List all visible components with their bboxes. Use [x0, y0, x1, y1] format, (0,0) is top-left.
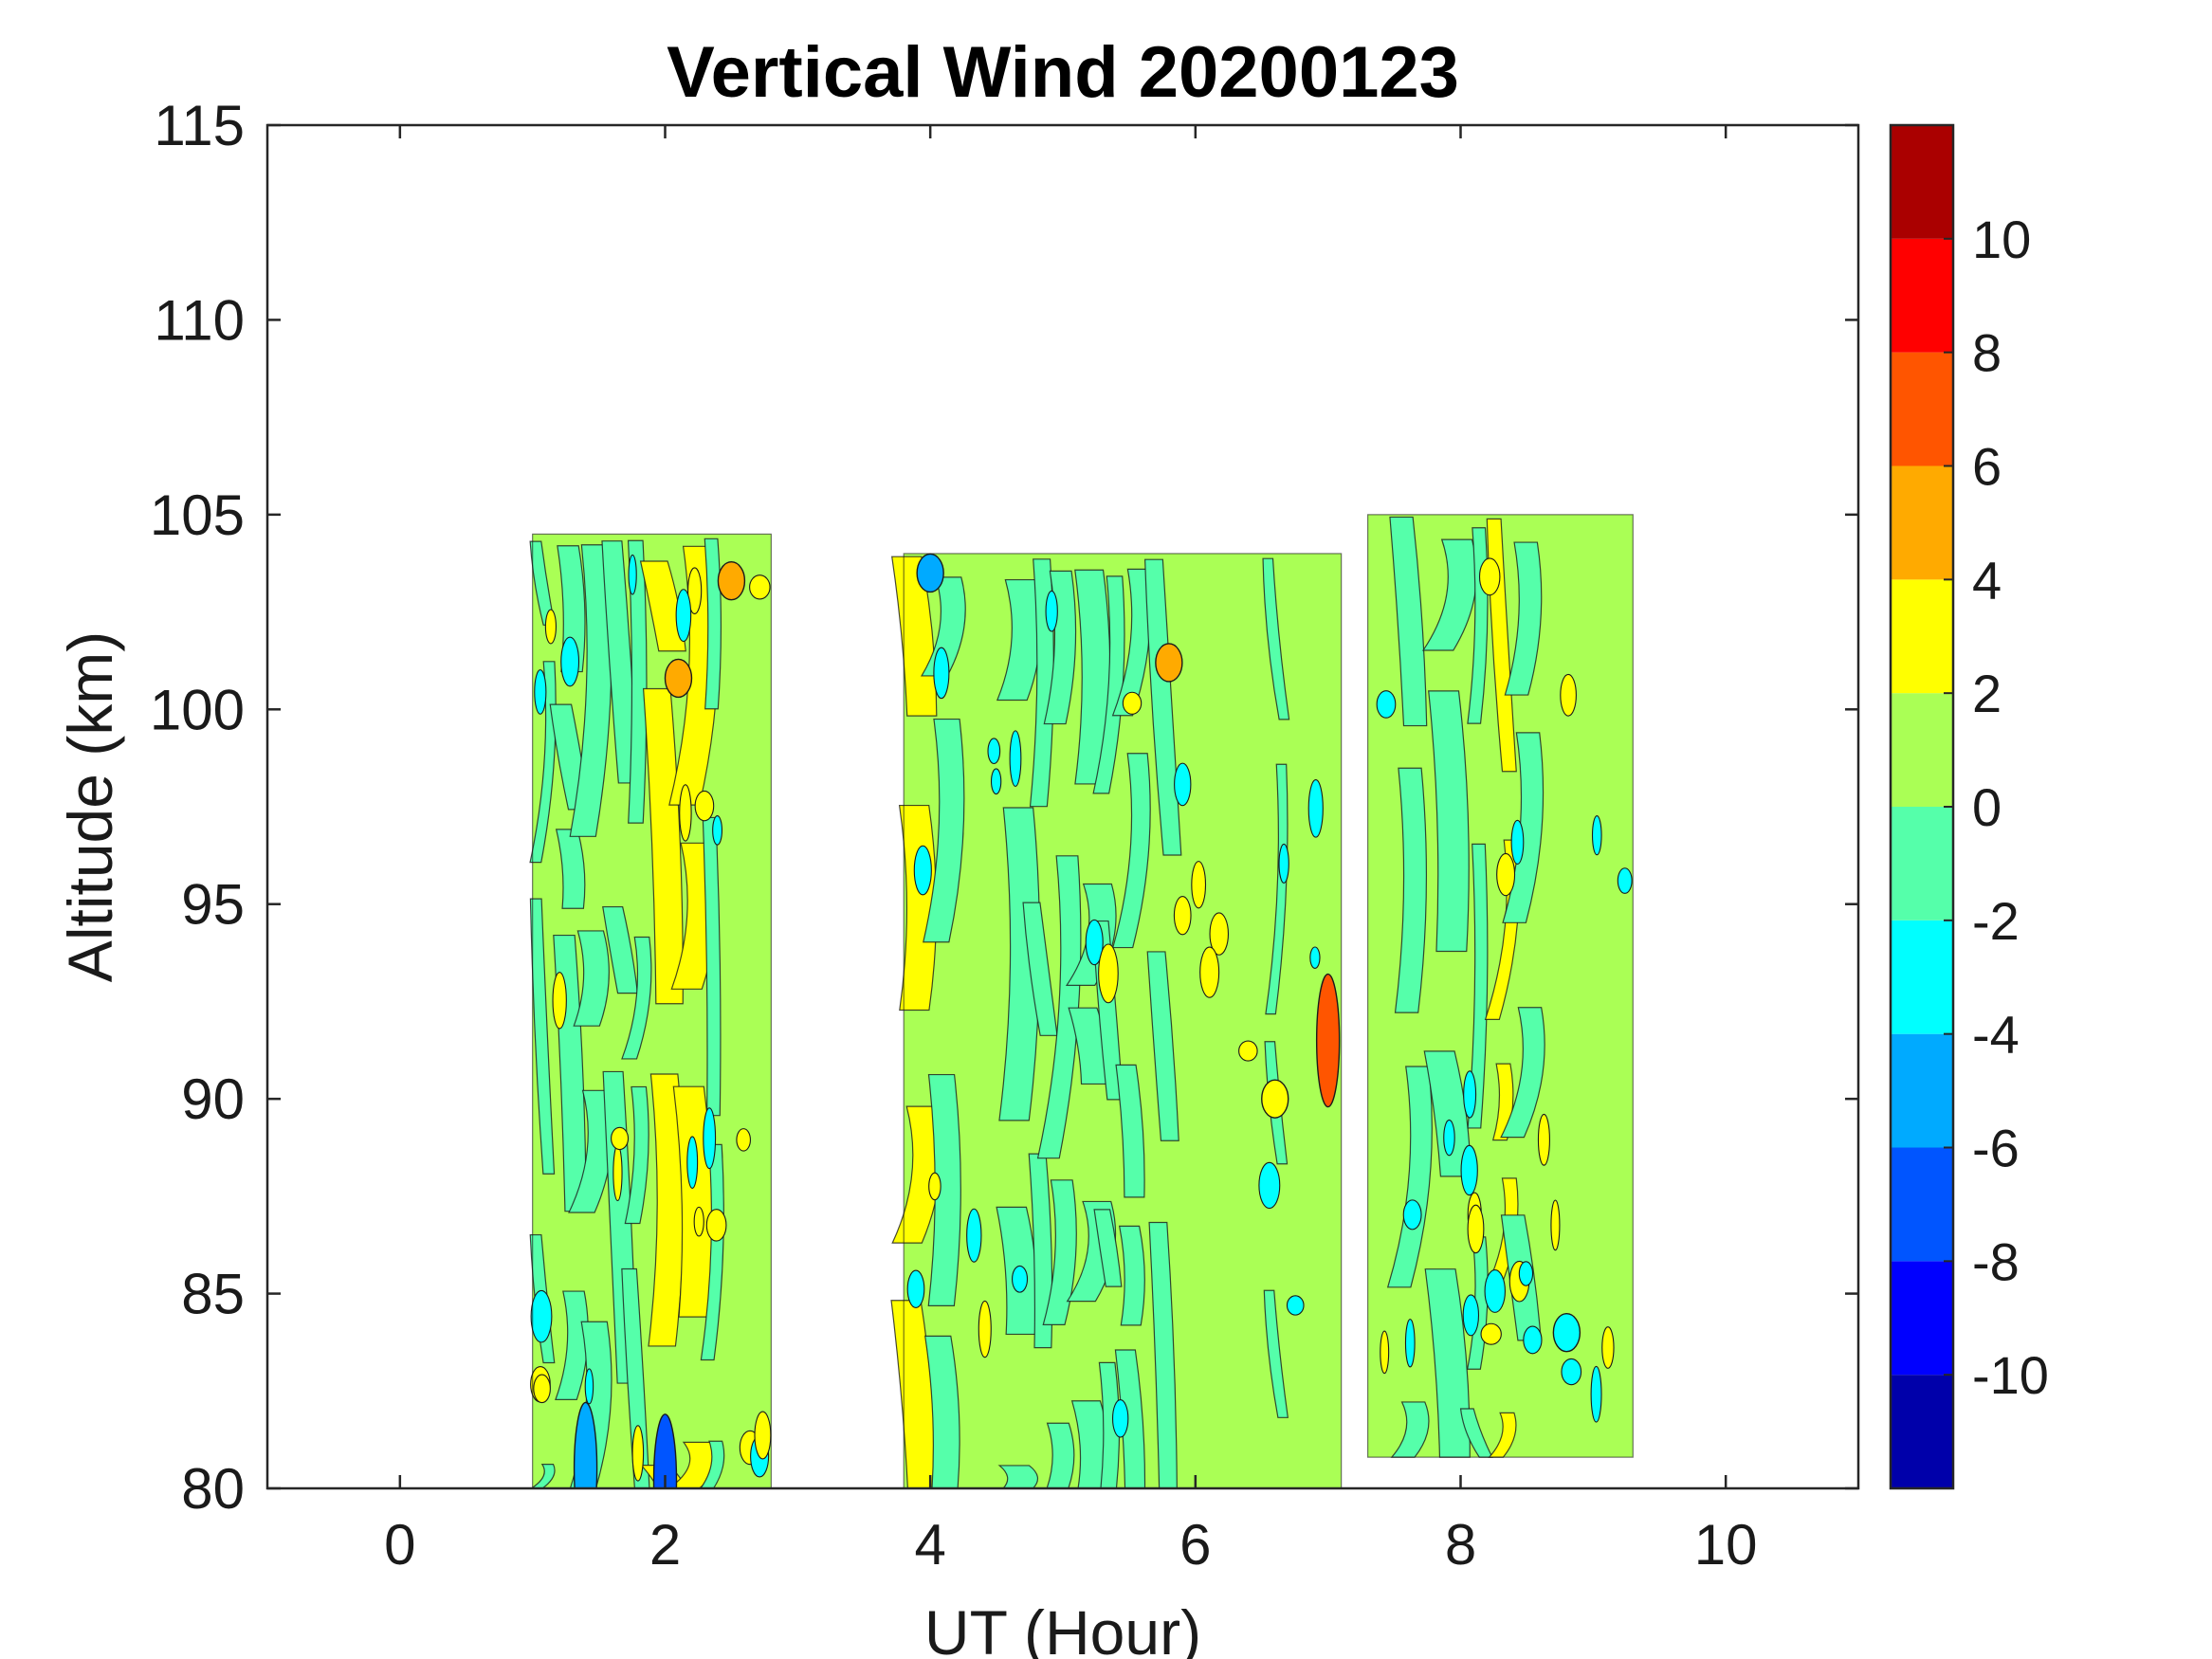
- colorbar-swatch: [1891, 1261, 1953, 1376]
- contour-feature-8: [573, 1401, 598, 1488]
- colorbar-swatch: [1891, 920, 1953, 1034]
- colorbar-swatch: [1891, 1375, 1953, 1488]
- contour-feature-9: [652, 1413, 678, 1488]
- axis-ticks: 0 2 4 6 8 10 80 85 90 95 100 105 110 115: [150, 94, 1858, 1577]
- x-axis-label: UT (Hour): [924, 1597, 1201, 1659]
- y-tick-label: 90: [181, 1067, 245, 1131]
- y-tick-label: 85: [181, 1263, 245, 1326]
- colorbar-tick-label: 2: [1972, 664, 2002, 723]
- y-tick-label: 110: [154, 288, 245, 352]
- colorbar-swatch: [1891, 807, 1953, 921]
- colorbar-tick-label: -6: [1972, 1119, 2020, 1178]
- y-tick-label: 105: [150, 483, 245, 547]
- colorbar-swatch: [1891, 693, 1953, 807]
- contour-feature-4: [1315, 973, 1341, 1108]
- colorbar-tick-label: 4: [1972, 550, 2002, 610]
- colorbar-tick-label: 0: [1972, 777, 2002, 837]
- contour-field: [529, 514, 1634, 1488]
- segment-2: [890, 553, 1343, 1488]
- colorbar-swatch: [1891, 352, 1953, 466]
- x-tick-label: 6: [1179, 1513, 1211, 1577]
- colorbar-tick-label: -8: [1972, 1231, 2020, 1291]
- colorbar-swatch: [1891, 1033, 1953, 1148]
- contour-feature-3: [1155, 643, 1183, 683]
- x-tick-label: 0: [384, 1513, 415, 1577]
- colorbar-tick-label: 6: [1972, 437, 2002, 497]
- colorbar-tick-label: -2: [1972, 891, 2020, 951]
- contour-feature-2: [664, 658, 693, 699]
- segment-1: [529, 533, 772, 1488]
- colorbar: -10 -8 -6 -4 -2 0 2 4 6 8 10: [1889, 123, 2049, 1490]
- y-tick-label: 115: [154, 94, 245, 157]
- colorbar-swatch: [1891, 238, 1953, 353]
- contour-feature-7: [1552, 1312, 1581, 1353]
- colorbar-tick-label: -10: [1972, 1345, 2049, 1405]
- contour-feature-6: [916, 553, 944, 593]
- x-tick-label: 8: [1445, 1513, 1476, 1577]
- chart-title: Vertical Wind 20200123: [667, 32, 1459, 113]
- x-tick-label: 2: [649, 1513, 681, 1577]
- colorbar-swatch: [1891, 465, 1953, 580]
- plot-frame: [265, 123, 1860, 1490]
- contour-feature-1: [717, 561, 746, 601]
- colorbar-tick-label: -4: [1972, 1005, 2020, 1065]
- colorbar-swatch: [1891, 125, 1953, 239]
- colorbar-swatch: [1891, 1147, 1953, 1262]
- contour-feature-5: [1261, 1079, 1289, 1119]
- colorbar-tick-label: 8: [1972, 323, 2002, 383]
- x-tick-label: 4: [914, 1513, 945, 1577]
- colorbar-tick-label: 10: [1972, 210, 2031, 269]
- segment-3: [1367, 514, 1634, 1458]
- y-tick-label: 95: [181, 873, 245, 937]
- x-tick-label: 10: [1694, 1513, 1758, 1577]
- y-axis-label: Altitude (km): [55, 631, 125, 982]
- y-tick-label: 80: [181, 1457, 245, 1521]
- y-tick-label: 100: [150, 678, 245, 741]
- colorbar-swatch: [1891, 579, 1953, 694]
